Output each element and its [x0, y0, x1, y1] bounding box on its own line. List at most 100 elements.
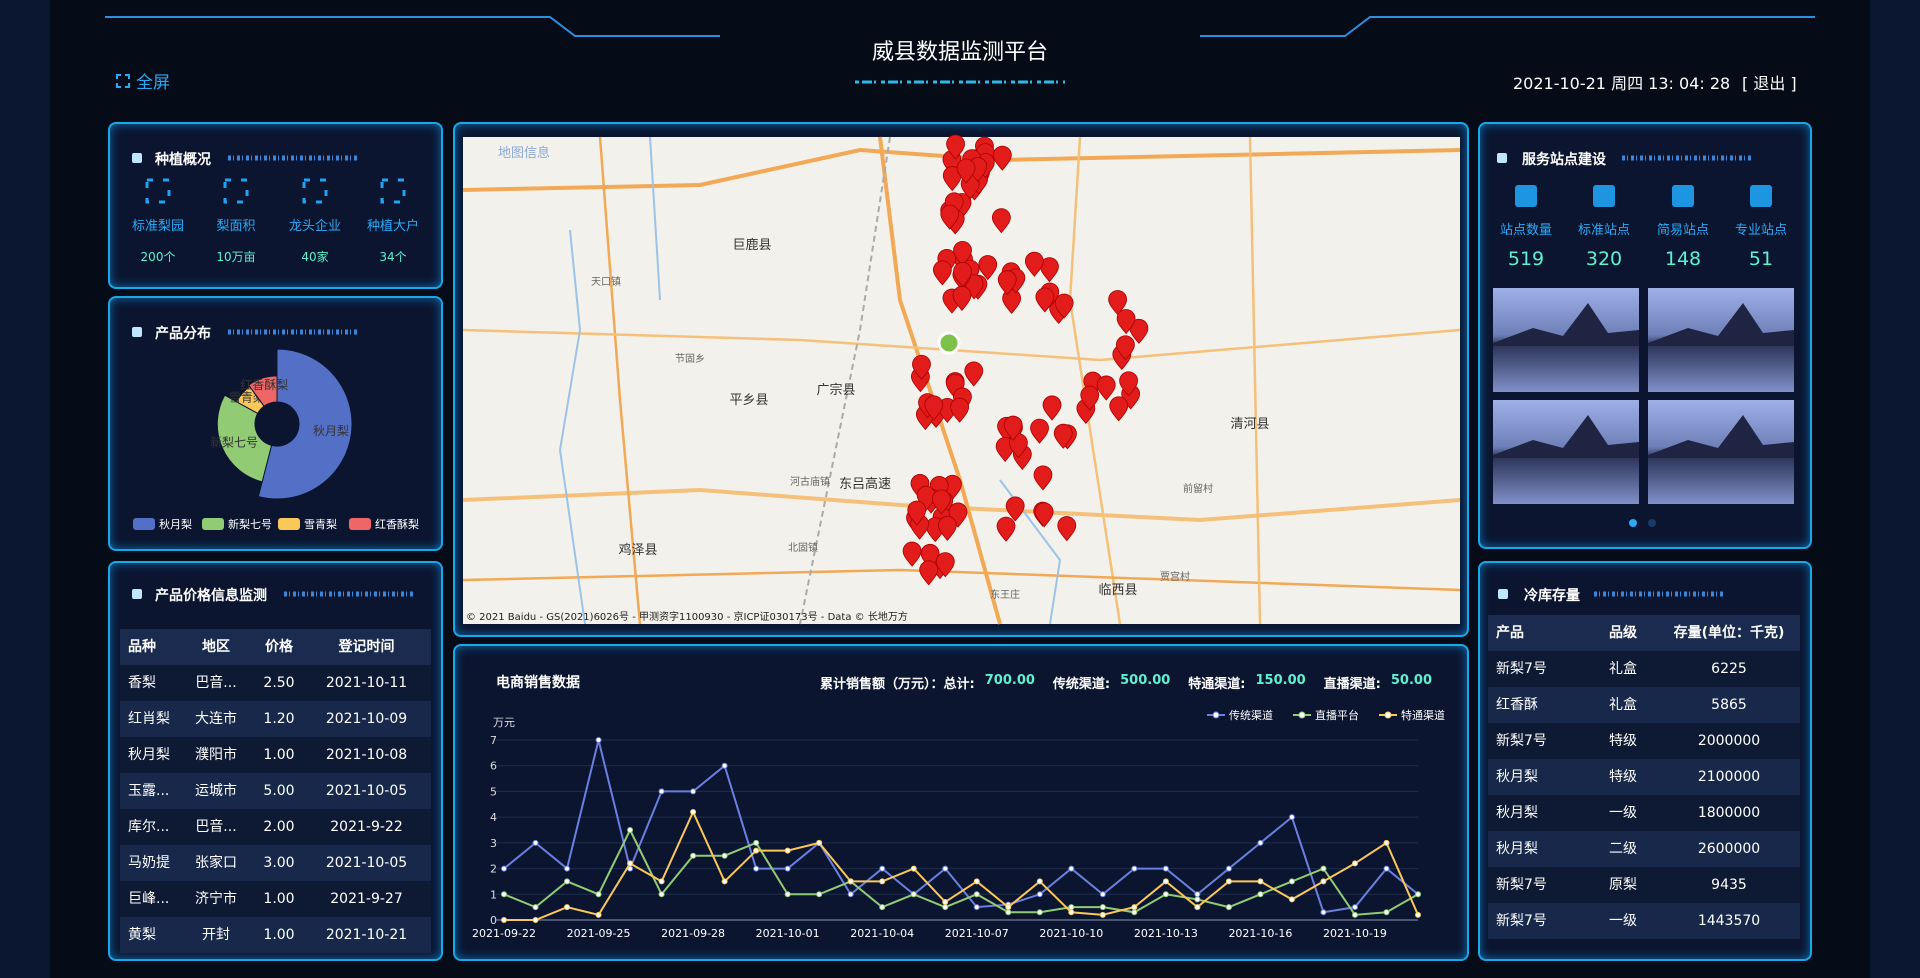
map-label: 贾宫村 — [1160, 570, 1190, 583]
point — [1068, 904, 1075, 911]
point — [564, 865, 571, 872]
map-pin — [997, 270, 1017, 296]
item-label: 标准站点 — [1577, 223, 1630, 238]
point — [784, 865, 791, 872]
slice-label: 红香酥梨 — [240, 377, 288, 392]
map-pin — [1116, 309, 1136, 335]
pager-dot — [1629, 519, 1637, 527]
table-cell: 特级 — [1588, 723, 1658, 759]
point — [1162, 865, 1169, 872]
table-cell: 新梨7号 — [1488, 723, 1588, 759]
road — [462, 568, 1461, 592]
point — [564, 878, 571, 885]
item-label: 龙头企业 — [288, 219, 341, 234]
title-icon — [132, 589, 142, 599]
map-label: 平乡县 — [729, 393, 768, 408]
item-value: 320 — [1585, 248, 1623, 270]
table-cell: 二级 — [1588, 831, 1658, 867]
table-cell: 5.00 — [256, 773, 302, 809]
map-pin — [919, 560, 939, 586]
map-pin — [931, 489, 951, 515]
pie-slice — [216, 394, 273, 483]
point — [1099, 904, 1106, 911]
legend-label: 传统渠道 — [1229, 708, 1273, 722]
fullscreen-icon — [116, 73, 130, 88]
map-pin — [1108, 290, 1128, 316]
point — [847, 878, 854, 885]
map-pin — [953, 241, 972, 267]
point — [658, 878, 665, 885]
map-pin — [1054, 293, 1074, 319]
item-value: 10万亩 — [216, 250, 256, 264]
point — [690, 852, 697, 859]
legend-label: 新梨七号 — [228, 517, 272, 531]
panel-title: 产品分布 — [155, 326, 211, 342]
table-cell: 一级 — [1588, 795, 1658, 831]
map-pin — [964, 361, 984, 387]
fullscreen-button[interactable]: 全屏 — [116, 68, 170, 93]
point — [753, 865, 760, 872]
map-pin — [902, 541, 922, 567]
legend-dot — [1384, 711, 1392, 719]
logout-button[interactable]: [ 退出 ] — [1742, 74, 1797, 93]
summary-value: 700.00 — [984, 673, 1035, 688]
table-cell: 9435 — [1658, 867, 1800, 903]
legend-swatch — [349, 518, 371, 530]
panel-title: 电商销售数据 — [496, 675, 580, 691]
mountain — [1493, 303, 1639, 346]
map-pin — [991, 208, 1011, 234]
summary-value: 150.00 — [1255, 673, 1306, 688]
road — [878, 136, 1002, 625]
summary-value: 50.00 — [1390, 673, 1432, 688]
map-pin — [1042, 395, 1062, 421]
point — [1068, 909, 1075, 916]
icon — [145, 178, 171, 204]
point — [1099, 911, 1106, 918]
summary-label: 传统渠道: — [1052, 677, 1111, 692]
table-cell: 1443570 — [1658, 903, 1800, 939]
table-cell: 马奶提 — [120, 845, 176, 881]
item-value: 200个 — [140, 250, 176, 264]
point — [1351, 860, 1358, 867]
point — [721, 852, 728, 859]
point — [1320, 865, 1327, 872]
map-pin — [1096, 375, 1116, 401]
icon — [1515, 185, 1537, 207]
item-label: 梨面积 — [216, 219, 256, 234]
legend-label: 红香酥梨 — [375, 517, 419, 531]
point — [847, 891, 854, 898]
icon — [380, 178, 406, 204]
map-pin — [924, 395, 944, 421]
map-pin — [937, 515, 957, 541]
point — [1351, 911, 1358, 918]
point — [816, 839, 823, 846]
sales-summary: 累计销售额（万元）：总计: 700.00 传统渠道: 500.00 特通渠道: 150.0… — [820, 673, 1440, 692]
axis-name: 万元 — [493, 716, 515, 729]
legend-label: 直播平台 — [1315, 708, 1359, 722]
y-tick-label: 6 — [490, 760, 497, 773]
table-cell: 2021-10-11 — [302, 665, 431, 701]
x-tick-label: 2021-10-13 — [1134, 927, 1198, 940]
table-cell: 2021-9-22 — [302, 809, 431, 845]
point — [1383, 909, 1390, 916]
x-tick-label: 2021-10-19 — [1323, 927, 1387, 940]
datetime: 2021-10-21 周四 13: 04: 28 — [1513, 74, 1731, 93]
road — [462, 487, 1461, 523]
x-tick-label: 2021-10-10 — [1039, 927, 1103, 940]
mountain — [1648, 415, 1794, 458]
legend-swatch — [133, 518, 155, 530]
point — [721, 762, 728, 769]
map-label: 前留村 — [1183, 482, 1213, 495]
point — [721, 878, 728, 885]
table-cell: 2021-10-05 — [302, 845, 431, 881]
pager-dot — [1648, 519, 1656, 527]
table-cell: 巴音... — [176, 809, 256, 845]
map-label: 节固乡 — [675, 353, 705, 365]
point — [1257, 891, 1264, 898]
table-cell: 2021-10-21 — [302, 917, 431, 953]
point — [1068, 865, 1075, 872]
table-cell: 一级 — [1588, 903, 1658, 939]
point — [690, 788, 697, 795]
road — [462, 147, 1461, 192]
